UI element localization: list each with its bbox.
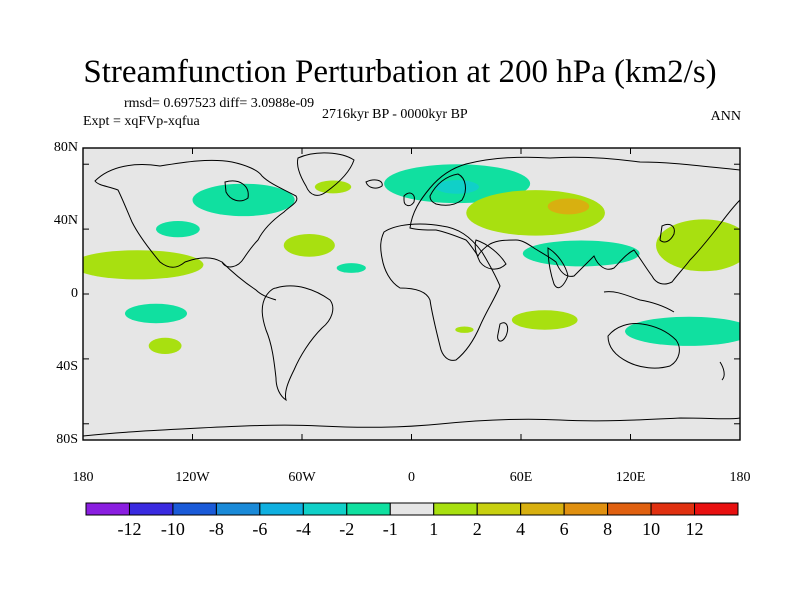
colorbar-label: 6 [559,519,569,539]
lon-tick-label: 120W [175,470,210,485]
coast-eurasia [409,156,740,285]
colorbar-label: -8 [208,519,224,539]
lat-tick-label: 40S [56,359,78,374]
colorbar-label: 2 [472,519,482,539]
lon-tick-label: 60E [509,470,533,485]
colorbar-label: -2 [339,519,355,539]
colorbar-swatch [259,502,304,516]
colorbar [85,502,739,516]
coast-north-america [94,159,298,268]
anomaly-regions [83,164,740,355]
colorbar-swatch [694,502,739,516]
region-core-pos-central-asia [547,198,590,215]
lon-tick-label: 60W [288,470,316,485]
region-core-neg-scandinavia [435,180,480,194]
region-pos-south-indian [511,310,578,330]
colorbar-label: -6 [252,519,268,539]
rmsd-label: rmsd= 0.697523 diff= 3.0988e-09 [124,96,315,111]
colorbar-label: 4 [516,519,526,539]
colorbar-swatch [650,502,696,516]
region-neg-australia-south [625,316,740,346]
region-neg-south-asia [522,240,640,267]
region-neg-subtropical-atlantic [336,263,366,273]
colorbar-label: 8 [603,519,613,539]
colorbar-label: -12 [117,519,142,539]
colorbar-swatch [215,502,261,516]
colorbar-swatch [302,502,348,516]
lon-tick-label: 180 [729,470,751,485]
coast-south-america [261,285,334,402]
coast-central-america [221,261,277,301]
lat-tick-label: 40N [53,213,78,228]
colorbar-label: 12 [685,519,704,539]
coast-indonesia [603,291,675,313]
colorbar-swatch [172,502,217,516]
colorbar-swatch [563,502,609,516]
colorbar-label: -1 [382,519,398,539]
colorbar-swatch [520,502,565,516]
coastlines [83,152,740,437]
lon-tick-label: 120E [615,470,646,485]
map-title: Streamfunction Perturbation at 200 hPa (… [83,54,717,90]
colorbar-label: 10 [642,519,661,539]
coast-scandinavia [429,173,466,206]
coast-hudson-bay [224,180,249,202]
region-pos-north-pacific-west [656,219,740,272]
colorbar-swatch [607,502,652,516]
colorbar-swatch [433,502,478,516]
coast-africa [380,223,501,361]
season-label: ANN [710,109,741,124]
colorbar-label: -4 [295,519,311,539]
coast-madagascar [497,322,509,342]
region-neg-north-pacific [156,221,200,238]
coast-antarctica [83,417,740,437]
region-pos-south-pacific [148,337,182,355]
lon-tick-label: 0 [408,470,415,485]
region-pos-south-africa [455,326,474,333]
colorbar-label: 1 [429,519,439,539]
lon-tick-label: 180 [72,470,94,485]
coast-british-isles [403,192,415,207]
coast-japan [659,223,675,243]
coast-iceland [365,179,383,189]
axis-ticks [82,148,741,440]
coast-greenland [297,152,355,196]
colorbar-swatch [346,502,391,516]
colorbar-swatch [85,502,130,516]
region-pos-central-asia [466,190,605,236]
region-pos-mid-pacific-nh [83,250,204,280]
colorbar-swatch [476,502,522,516]
colorbar-label: -10 [160,519,185,539]
coast-new-zealand [719,361,725,381]
region-pos-west-atlantic [283,233,335,257]
coast-australia [607,323,680,369]
experiment-label: Expt = xqFVp-xqfua [83,114,200,129]
colorbar-swatch [128,502,174,516]
coast-india [547,247,569,289]
lat-tick-label: 0 [71,286,78,301]
colorbar-swatch [389,502,435,516]
coast-arabia [474,239,507,270]
lat-tick-label: 80N [53,140,78,155]
lat-tick-label: 80S [56,432,78,447]
region-neg-south-pacific [124,303,188,324]
period-label: 2716kyr BP - 0000kyr BP [322,107,468,122]
